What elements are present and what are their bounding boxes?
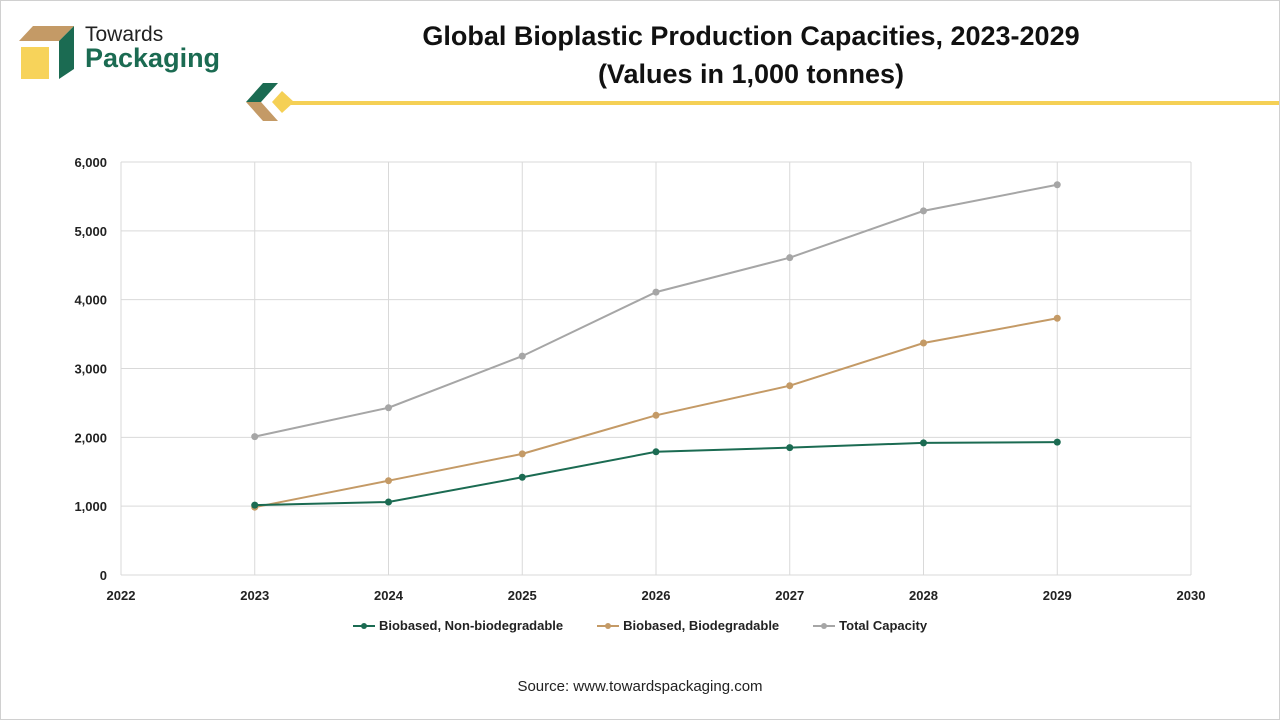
legend: Biobased, Non-biodegradable Biobased, Bio… xyxy=(1,618,1279,633)
chart-title: Global Bioplastic Production Capacities,… xyxy=(331,17,1171,93)
data-point xyxy=(385,404,392,412)
data-point xyxy=(251,501,259,509)
data-point xyxy=(518,450,526,458)
data-point xyxy=(385,498,392,506)
data-point xyxy=(1053,314,1061,322)
legend-marker-icon xyxy=(813,622,836,629)
title-line-2: (Values in 1,000 tonnes) xyxy=(597,59,905,89)
x-tick-label: 2029 xyxy=(1043,588,1072,603)
legend-label: Biobased, Non-biodegradable xyxy=(378,618,564,633)
y-tick-label: 6,000 xyxy=(74,155,107,170)
x-tick-label: 2026 xyxy=(642,588,671,603)
data-point xyxy=(518,473,526,481)
x-tick-label: 2027 xyxy=(775,588,804,603)
data-point xyxy=(920,439,927,447)
data-point xyxy=(652,448,660,456)
y-tick-label: 0 xyxy=(100,568,107,583)
y-tick-label: 1,000 xyxy=(74,499,107,514)
data-point xyxy=(251,433,259,441)
data-point xyxy=(385,477,392,485)
legend-marker-icon xyxy=(352,622,375,629)
data-point xyxy=(652,288,660,296)
decorative-arrow-icon xyxy=(246,83,294,121)
data-point xyxy=(1053,438,1061,446)
data-point xyxy=(786,444,794,452)
y-tick-label: 2,000 xyxy=(74,430,107,445)
x-tick-label: 2023 xyxy=(240,588,269,603)
x-tick-label: 2024 xyxy=(374,588,404,603)
data-point xyxy=(920,207,927,215)
legend-label: Biobased, Biodegradable xyxy=(623,618,780,633)
data-point xyxy=(786,382,794,390)
x-tick-label: 2022 xyxy=(107,588,136,603)
data-point xyxy=(920,339,927,347)
x-tick-label: 2030 xyxy=(1177,588,1206,603)
legend-label: Total Capacity xyxy=(839,618,928,633)
logo-text-packaging: Packaging xyxy=(85,43,221,73)
x-tick-label: 2028 xyxy=(909,588,938,603)
source-text: Source: www.towardspackaging.com xyxy=(517,678,763,695)
box-logo-icon xyxy=(19,26,74,79)
logo-text-towards: Towards xyxy=(85,23,164,46)
data-point xyxy=(518,352,526,360)
data-point xyxy=(786,254,794,262)
y-tick-label: 3,000 xyxy=(74,362,107,377)
legend-item: Biobased, Biodegradable xyxy=(597,618,779,633)
y-tick-label: 5,000 xyxy=(74,224,107,239)
title-underline xyxy=(291,101,1279,105)
legend-marker-icon xyxy=(597,622,620,629)
data-point xyxy=(652,411,660,419)
x-tick-label: 2025 xyxy=(508,588,537,603)
legend-item: Total Capacity xyxy=(813,618,927,633)
towards-packaging-logo: Towards Packaging xyxy=(19,23,239,83)
y-tick-label: 4,000 xyxy=(74,293,107,308)
legend-item: Biobased, Non-biodegradable xyxy=(352,618,564,633)
data-point xyxy=(1053,181,1061,189)
title-line-1: Global Bioplastic Production Capacities,… xyxy=(422,21,1080,51)
